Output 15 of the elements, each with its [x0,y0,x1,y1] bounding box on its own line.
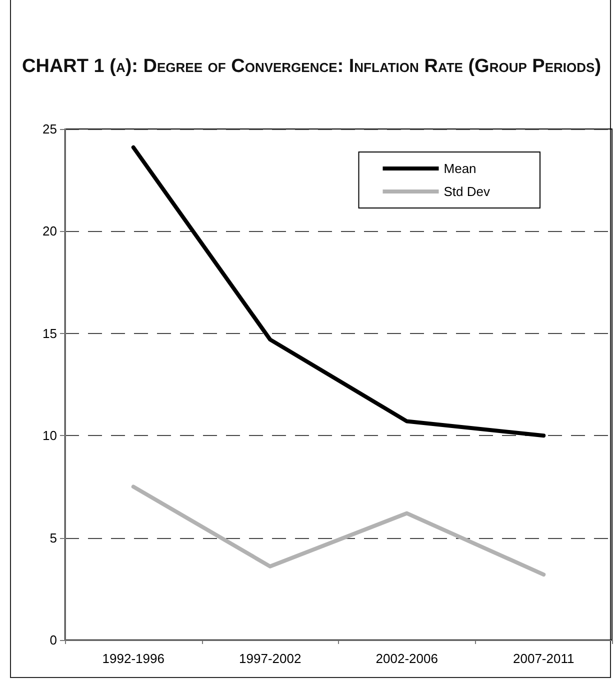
y-tick-label: 15 [42,326,57,341]
line-series [131,145,546,438]
y-tick-label: 0 [50,632,57,648]
legend-label: Std Dev [444,184,490,199]
x-tick-label: 2002-2006 [376,651,438,666]
x-tick-label: 1997-2002 [239,651,302,666]
x-tick-label: 1992-1996 [102,651,164,666]
x-tick-label: 2007-2011 [513,651,574,666]
y-tick-label: 10 [42,428,57,444]
y-tick-label: 20 [42,224,57,239]
y-tick-label: 25 [42,122,57,136]
chart-title: CHART 1 (a): Degree of Convergence: Inflation Rate (Group Periods) [22,55,602,79]
line-series [131,484,546,577]
y-tick-label: 5 [50,530,57,546]
legend-label: Mean [444,161,476,176]
